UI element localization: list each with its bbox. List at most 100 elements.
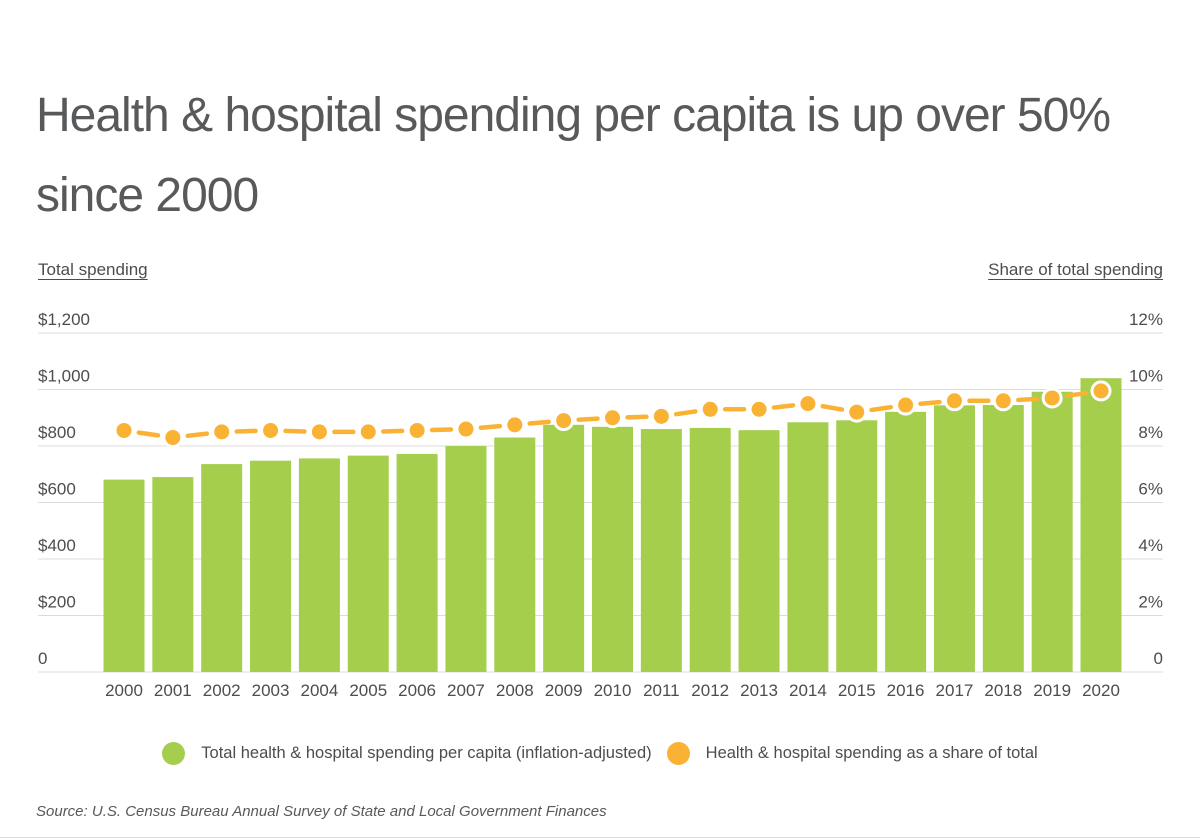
- bar-2020: [1080, 378, 1122, 672]
- y-tick-left: $200: [38, 593, 76, 612]
- y-tick-left: $1,200: [38, 310, 90, 329]
- bar-2016: [885, 411, 927, 672]
- y-tick-right: 6%: [1138, 480, 1163, 499]
- y-tick-left: $1,000: [38, 367, 90, 386]
- y-tick-left: $600: [38, 480, 76, 499]
- bar-series-label: Total health & hospital spending per cap…: [201, 744, 652, 762]
- bar-series-swatch: [162, 742, 186, 765]
- dot-2003: [260, 419, 282, 441]
- dot-2020: [1090, 380, 1112, 402]
- bar-2011: [640, 429, 682, 672]
- line-segment: [673, 409, 698, 417]
- x-tick-2013: 2013: [740, 681, 778, 700]
- x-tick-2008: 2008: [496, 681, 534, 700]
- y-tick-left: 0: [38, 649, 47, 668]
- bar-2013: [738, 430, 780, 672]
- legend-item-line-series: Health & hospital spending as a share of…: [666, 742, 1038, 765]
- x-tick-2000: 2000: [105, 681, 143, 700]
- legend: Total health & hospital spending per cap…: [0, 742, 1200, 765]
- y-tick-left: $800: [38, 423, 76, 442]
- line-segment: [185, 431, 210, 439]
- x-tick-2006: 2006: [398, 681, 436, 700]
- line-segment: [918, 399, 942, 406]
- dot-2002: [211, 421, 233, 443]
- y-tick-right: 12%: [1129, 310, 1163, 329]
- bar-2004: [298, 458, 340, 672]
- dot-2006: [406, 419, 428, 441]
- left-axis-title: Total spending: [38, 260, 148, 279]
- x-tick-2017: 2017: [936, 681, 974, 700]
- line-segment: [527, 419, 551, 426]
- bar-2014: [787, 422, 829, 672]
- x-tick-2005: 2005: [349, 681, 387, 700]
- line-segment: [380, 428, 405, 434]
- line-segment: [771, 403, 796, 410]
- dot-2001: [162, 427, 184, 449]
- dot-2011: [650, 405, 672, 427]
- y-tick-right: 4%: [1138, 536, 1163, 555]
- line-segment: [1016, 396, 1040, 403]
- bar-2007: [445, 446, 487, 672]
- dot-2018: [992, 390, 1014, 412]
- dot-2019: [1041, 387, 1063, 409]
- x-tick-2014: 2014: [789, 681, 827, 700]
- line-segment: [820, 403, 845, 412]
- dot-2007: [455, 418, 477, 440]
- bar-2015: [836, 420, 878, 672]
- dot-2015: [846, 401, 868, 423]
- dot-2004: [308, 421, 330, 443]
- right-axis-title: Share of total spending: [988, 260, 1163, 279]
- legend-item-bar-series: Total health & hospital spending per cap…: [162, 742, 652, 765]
- x-tick-2007: 2007: [447, 681, 485, 700]
- x-tick-2018: 2018: [984, 681, 1022, 700]
- bar-2003: [250, 460, 292, 672]
- bar-2008: [494, 437, 536, 672]
- x-tick-2019: 2019: [1033, 681, 1071, 700]
- bar-2009: [543, 424, 585, 672]
- bar-2012: [689, 427, 731, 672]
- bar-2006: [396, 453, 438, 672]
- x-tick-2002: 2002: [203, 681, 241, 700]
- line-segment: [429, 427, 454, 433]
- x-tick-2016: 2016: [887, 681, 925, 700]
- dot-2005: [357, 421, 379, 443]
- dot-2014: [797, 393, 819, 415]
- bar-2019: [1031, 391, 1073, 672]
- line-segment: [869, 404, 894, 413]
- x-tick-2012: 2012: [691, 681, 729, 700]
- dot-2017: [943, 390, 965, 412]
- page-title: Health & hospital spending per capita is…: [36, 89, 1111, 223]
- line-segment: [1064, 390, 1089, 399]
- line-segment: [478, 423, 503, 431]
- dot-2016: [895, 394, 917, 416]
- line-segment: [576, 416, 600, 422]
- x-tick-2004: 2004: [300, 681, 338, 700]
- bar-2010: [592, 426, 633, 672]
- bar-2005: [347, 455, 389, 672]
- line-segment: [234, 428, 258, 434]
- x-tick-2015: 2015: [838, 681, 876, 700]
- line-series-swatch: [666, 742, 690, 765]
- line-segment: [283, 428, 307, 434]
- y-tick-right: 0: [1154, 649, 1163, 668]
- x-tick-2020: 2020: [1082, 681, 1120, 700]
- y-tick-right: 8%: [1138, 423, 1163, 442]
- x-tick-2010: 2010: [594, 681, 632, 700]
- bar-2000: [103, 479, 145, 672]
- line-series-label: Health & hospital spending as a share of…: [705, 744, 1038, 762]
- x-tick-2011: 2011: [643, 681, 680, 700]
- source-attribution: Source: U.S. Census Bureau Annual Survey…: [36, 803, 607, 820]
- dot-2010: [602, 407, 623, 429]
- dot-2008: [504, 414, 526, 436]
- y-tick-left: $400: [38, 536, 76, 555]
- line-segment: [625, 414, 649, 420]
- bar-2001: [152, 477, 194, 672]
- dot-2000: [113, 419, 135, 441]
- bar-2002: [201, 464, 243, 672]
- x-tick-2009: 2009: [545, 681, 583, 700]
- bar-2018: [982, 405, 1024, 672]
- dot-2012: [699, 398, 721, 420]
- x-tick-2003: 2003: [252, 681, 290, 700]
